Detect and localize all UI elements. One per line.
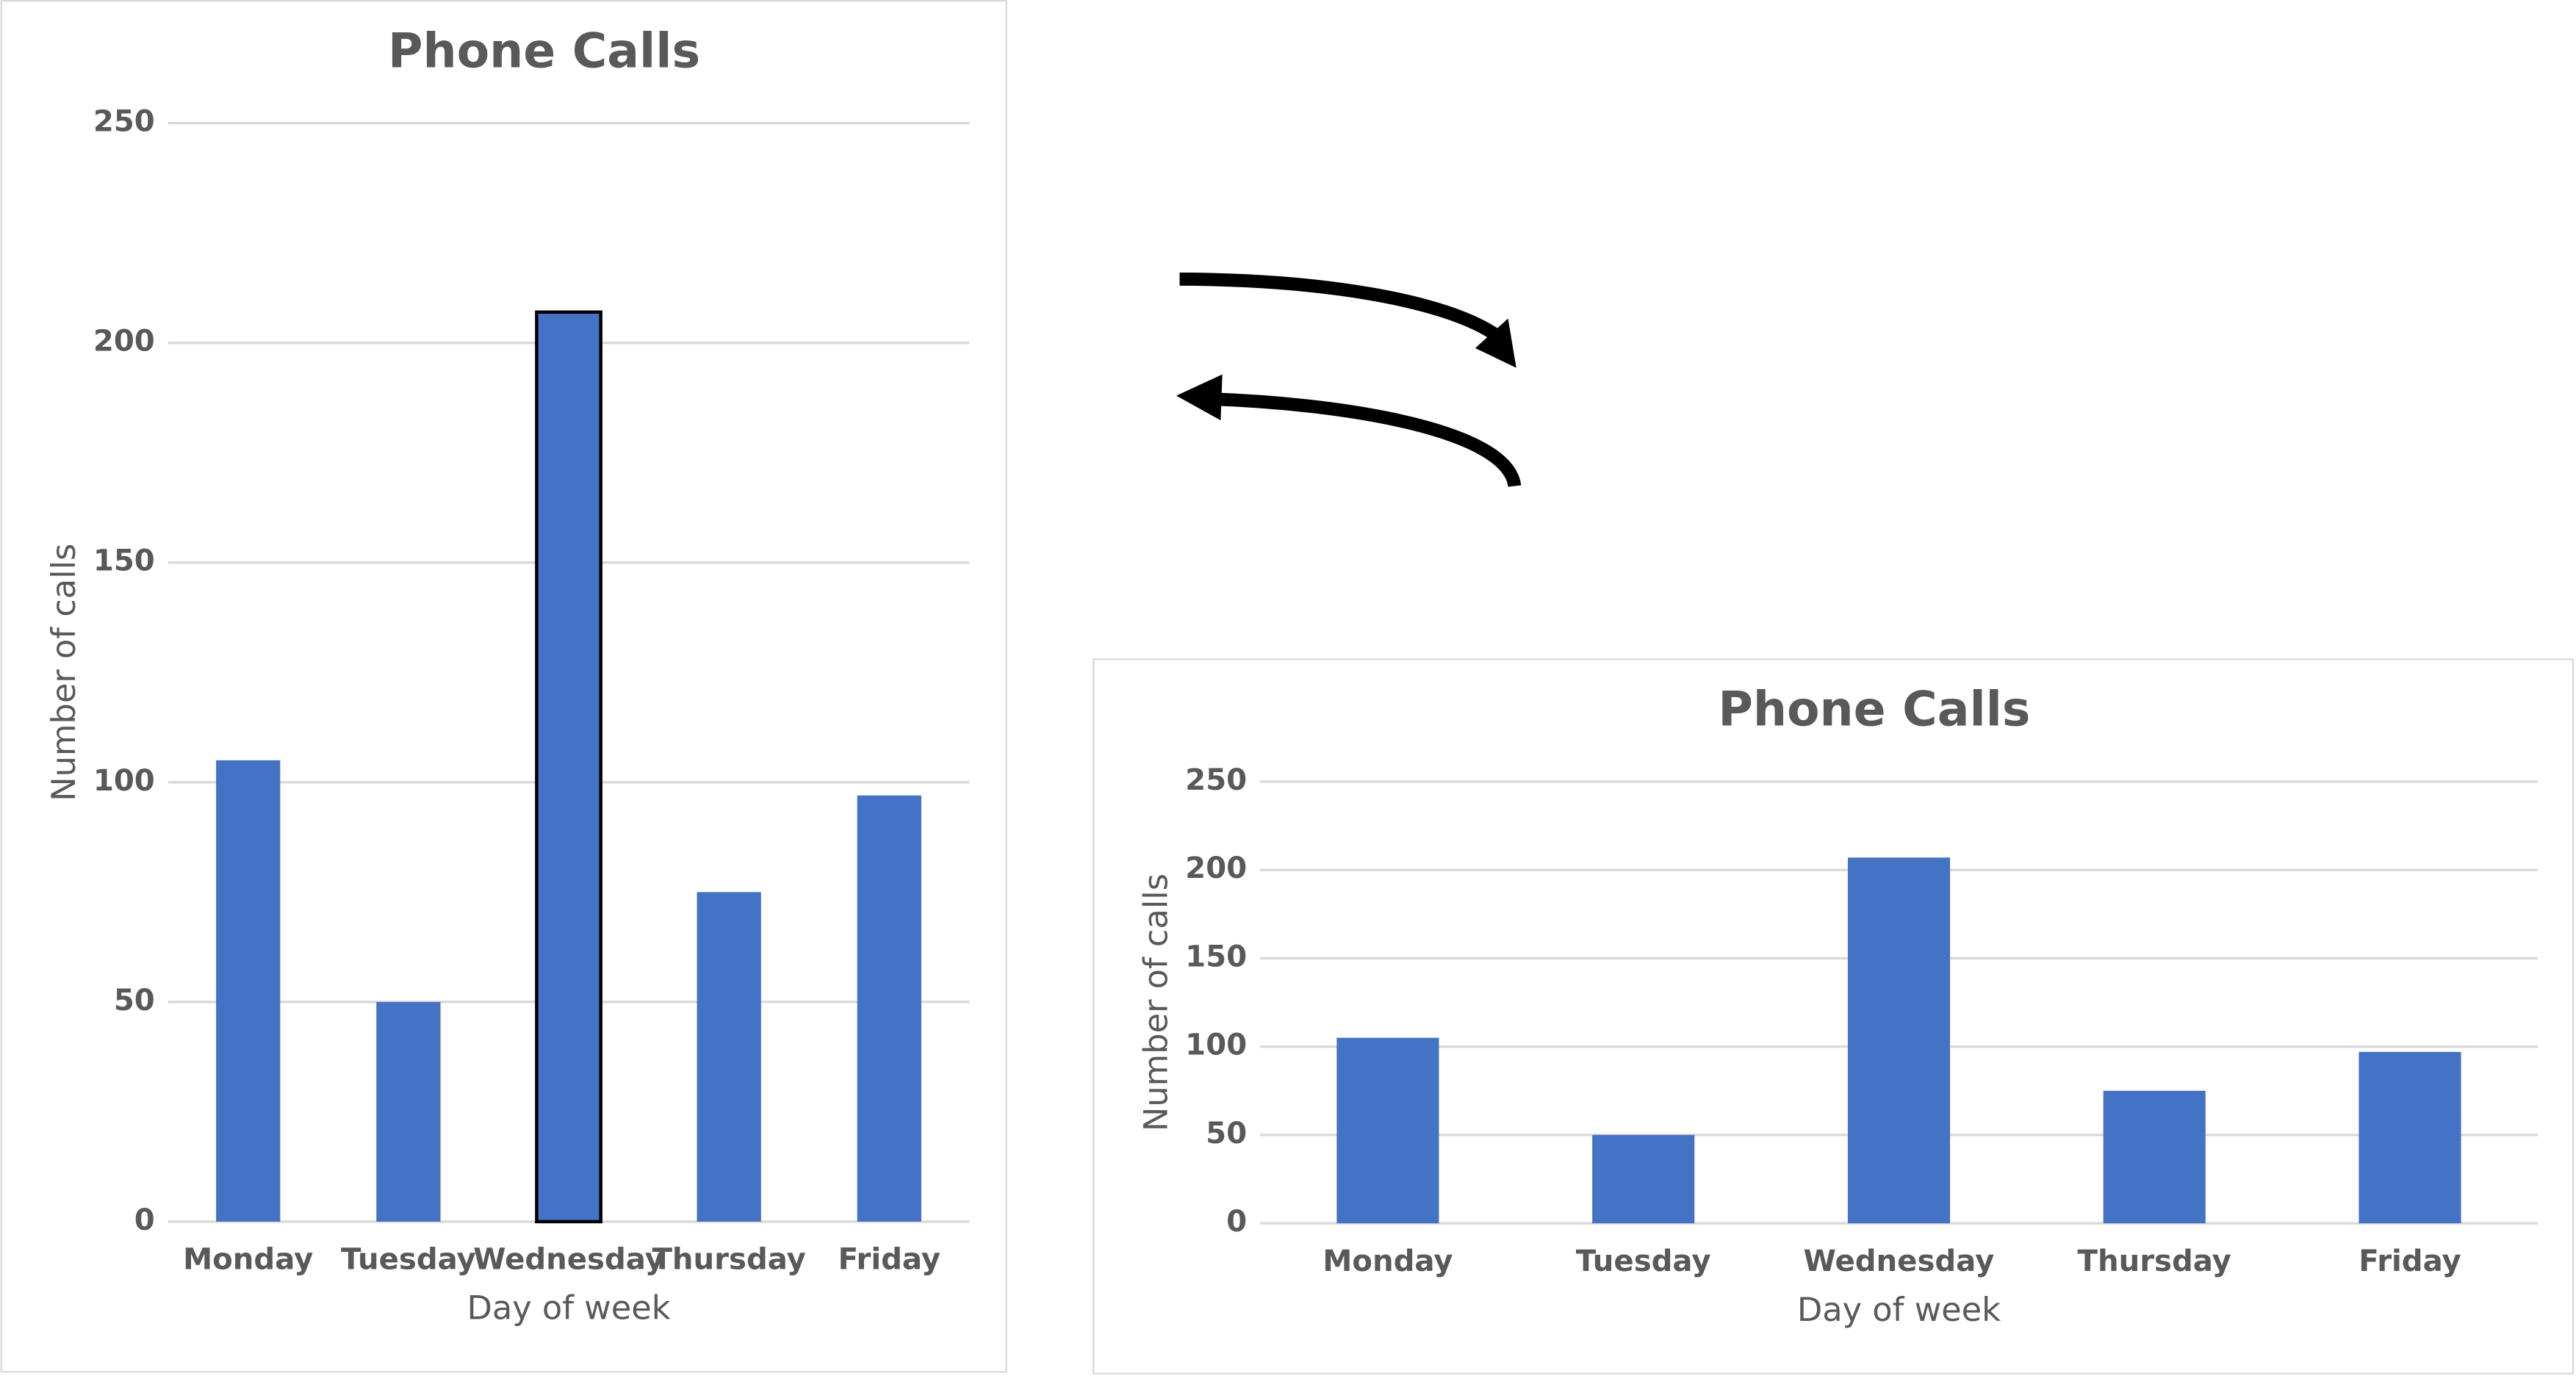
chart-title: Phone Calls: [388, 24, 700, 79]
y-tick-label: 0: [1226, 1205, 1247, 1239]
bar: [216, 760, 281, 1222]
y-tick-label: 0: [134, 1203, 155, 1237]
y-tick-label: 150: [93, 544, 155, 578]
y-tick-label: 150: [1185, 940, 1247, 973]
y-axis-title: Number of calls: [45, 544, 83, 802]
bar: [2359, 1051, 2461, 1224]
bar: [2103, 1090, 2206, 1224]
x-tick-label: Tuesday: [341, 1243, 476, 1277]
arrow-head: [1176, 374, 1223, 421]
bar: [697, 892, 761, 1222]
y-tick-label: 200: [93, 325, 155, 359]
x-tick-label: Wednesday: [473, 1243, 664, 1277]
y-tick-label: 200: [1185, 851, 1247, 885]
x-tick-label: Wednesday: [1804, 1244, 1995, 1278]
bar: [1847, 857, 1951, 1224]
y-tick-label: 250: [93, 105, 155, 139]
y-tick-label: 100: [93, 764, 155, 798]
arrow: [1179, 273, 1503, 342]
chart-frame[interactable]: [1093, 658, 2575, 1375]
bar: [857, 795, 921, 1222]
x-tick-label: Monday: [1323, 1244, 1453, 1278]
chart-frame[interactable]: [0, 0, 1007, 1373]
x-tick-label: Friday: [838, 1243, 940, 1277]
x-tick-label: Thursday: [2078, 1244, 2231, 1278]
x-axis-title: Day of week: [467, 1289, 670, 1328]
x-tick-label: Friday: [2359, 1244, 2461, 1278]
y-tick-label: 100: [1185, 1029, 1247, 1062]
bar: [1592, 1134, 1695, 1224]
chart-title: Phone Calls: [1718, 682, 2030, 738]
y-tick-label: 250: [1185, 763, 1247, 797]
arrow: [1212, 392, 1522, 488]
x-tick-label: Thursday: [652, 1243, 805, 1277]
bar: [376, 1001, 441, 1222]
bar: [535, 310, 602, 1224]
x-tick-label: Tuesday: [1576, 1244, 1711, 1278]
bar: [1336, 1037, 1439, 1224]
arrow-head: [1475, 318, 1517, 368]
x-axis-title: Day of week: [1797, 1291, 2001, 1329]
y-tick-label: 50: [114, 984, 155, 1017]
y-tick-label: 50: [1206, 1117, 1247, 1150]
y-axis-title: Number of calls: [1137, 873, 1175, 1131]
x-tick-label: Monday: [183, 1243, 313, 1277]
